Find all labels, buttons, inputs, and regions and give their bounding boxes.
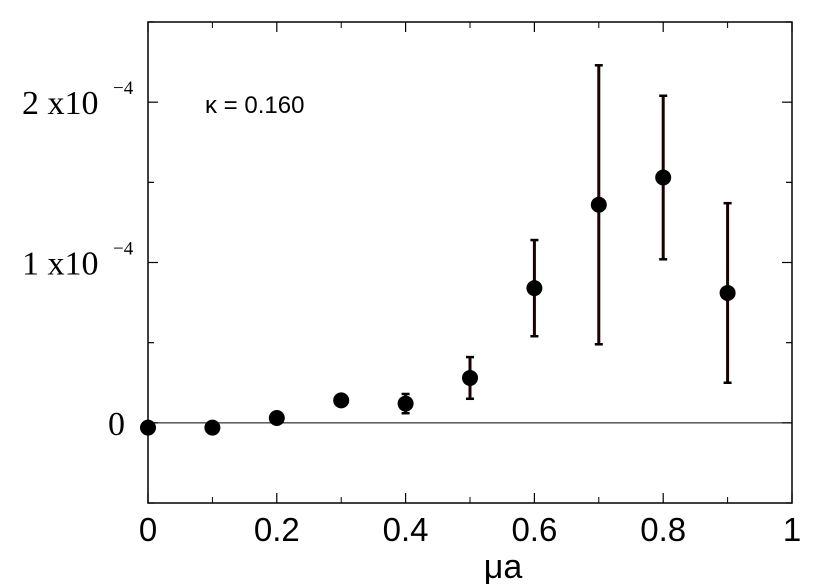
y-tick-label: 0 <box>108 406 125 443</box>
data-point <box>719 284 736 301</box>
x-tick-label: 0 <box>139 511 157 548</box>
axis-ticks <box>147 21 793 504</box>
y-tick-exponent: −4 <box>113 239 134 260</box>
x-tick-label: 0.2 <box>254 511 300 548</box>
data-point <box>204 419 221 436</box>
y-tick-exponent: −4 <box>113 78 134 99</box>
x-tick-label: 0.6 <box>511 511 557 548</box>
data-point <box>655 169 672 186</box>
y-tick-labels: 0 1 x10 −4 2 x10 −4 <box>22 78 134 443</box>
data-point <box>397 395 414 412</box>
data-point <box>590 196 607 213</box>
data-point <box>462 369 478 386</box>
kappa-annotation: κ = 0.160 <box>205 92 304 119</box>
error-bars <box>401 64 732 415</box>
y-tick-label: 1 x10 <box>22 246 99 283</box>
x-tick-label: 0.8 <box>640 511 686 548</box>
data-point <box>140 419 156 436</box>
y-tick-label: 2 x10 <box>22 85 99 122</box>
x-tick-labels: 0 0.2 0.4 0.6 0.8 1 <box>139 511 801 548</box>
x-tick-label: 1 <box>783 511 801 548</box>
data-points <box>140 169 736 436</box>
x-axis-title: μa <box>484 548 523 584</box>
data-point <box>526 280 543 297</box>
data-point <box>268 410 285 427</box>
data-point <box>333 392 350 409</box>
x-tick-label: 0.4 <box>383 511 429 548</box>
